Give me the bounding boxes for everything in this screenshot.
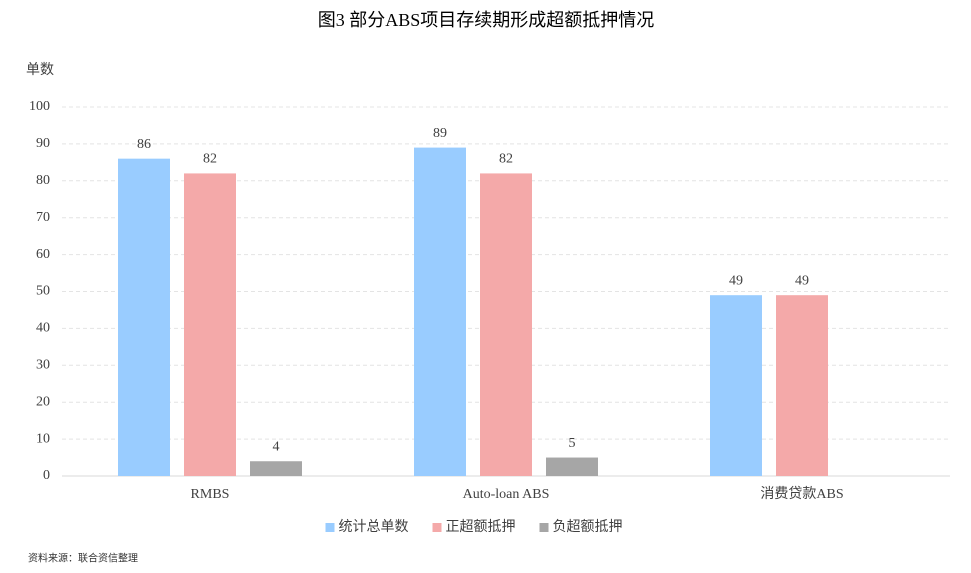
legend-label: 正超额抵押 [446,519,516,535]
y-axis-label: 单数 [26,62,54,78]
y-tick-label: 20 [36,394,50,409]
value-label: 49 [795,273,809,288]
legend-swatch [539,523,549,532]
bar [250,461,302,476]
source-note: 资料来源：联合资信整理 [28,551,138,564]
x-tick-label: Auto-loan ABS [463,487,550,502]
y-tick-label: 10 [36,431,50,446]
y-tick-label: 90 [36,136,50,151]
y-tick-label: 100 [29,99,50,114]
value-label: 82 [499,152,513,167]
legend-label: 负超额抵押 [553,519,623,535]
y-tick-label: 0 [43,468,50,483]
bar [776,295,828,476]
value-label: 5 [569,436,576,451]
x-tick-label: 消费贷款ABS [760,486,843,502]
y-tick-label: 50 [36,284,50,299]
bar [414,147,466,476]
legend-swatch [432,523,442,532]
value-label: 89 [433,126,447,141]
bar [480,173,532,477]
legend-label: 统计总单数 [339,519,409,535]
value-label: 49 [729,273,743,288]
bar [710,295,762,476]
y-tick-label: 40 [36,321,50,336]
legend-swatch [325,523,335,532]
y-tick-label: 60 [36,247,50,262]
bar [184,173,236,477]
y-tick-label: 30 [36,358,50,373]
value-label: 86 [137,137,151,152]
value-label: 82 [203,152,217,167]
y-tick-label: 80 [36,173,50,188]
bar [546,457,598,476]
chart-title: 图3 部分ABS项目存续期形成超额抵押情况 [318,10,655,30]
x-tick-label: RMBS [191,487,230,502]
value-label: 4 [273,439,280,454]
bar [118,158,170,476]
y-tick-label: 70 [36,210,50,225]
